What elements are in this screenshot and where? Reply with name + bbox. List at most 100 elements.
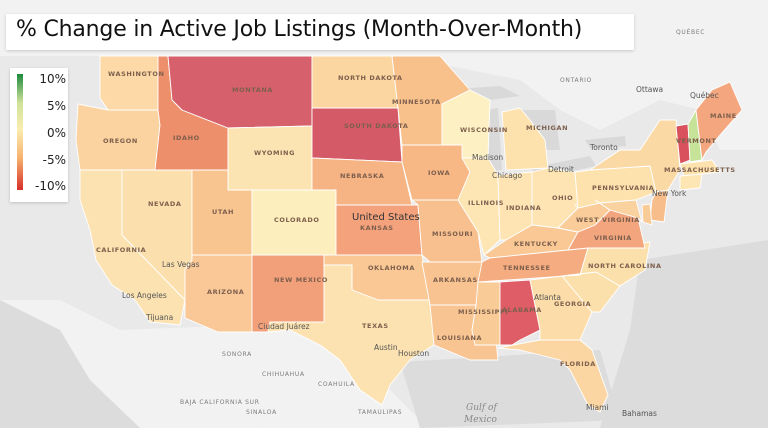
label-city: Tijuana <box>145 313 173 322</box>
water-labels: Gulf of Mexico <box>463 403 498 425</box>
label-new-mexico: NEW MEXICO <box>274 276 328 284</box>
lake-ontario <box>585 136 626 148</box>
gulf-water <box>400 350 620 428</box>
label-oklahoma: OKLAHOMA <box>368 264 415 272</box>
label-louisiana: LOUISIANA <box>437 334 482 342</box>
label-city: Houston <box>398 349 429 358</box>
label-south-dakota: SOUTH DAKOTA <box>344 122 408 130</box>
label-city: New York <box>652 189 687 198</box>
label-maine: MAINE <box>710 112 737 120</box>
state-maine[interactable] <box>695 81 743 161</box>
label-country: United States <box>352 212 420 223</box>
label-tennessee: TENNESSEE <box>503 264 551 272</box>
label-kansas: KANSAS <box>360 224 394 232</box>
label-california: CALIFORNIA <box>96 246 146 254</box>
label-kentucky: KENTUCKY <box>514 240 558 248</box>
state-connecticut[interactable] <box>679 173 703 191</box>
color-legend: 10% 5% 0% -5% -10% <box>10 68 68 202</box>
state-south-dakota[interactable] <box>311 107 403 163</box>
label-nebraska: NEBRASKA <box>340 172 384 180</box>
label-wisconsin: WISCONSIN <box>460 126 508 134</box>
label-minnesota: MINNESOTA <box>392 98 441 106</box>
label-north-dakota: NORTH DAKOTA <box>338 74 403 82</box>
label-city: Toronto <box>589 143 618 152</box>
label-wyoming: WYOMING <box>254 149 295 157</box>
label-illinois: ILLINOIS <box>468 199 504 207</box>
label-city: Los Angeles <box>122 291 167 300</box>
label-region: TAMAULIPAS <box>357 409 402 416</box>
label-city: Madison <box>472 153 503 162</box>
label-city: Miami <box>586 403 609 412</box>
label-colorado: COLORADO <box>274 216 320 224</box>
label-ohio: OHIO <box>552 194 573 202</box>
label-massachusetts: MASSACHUSETTS <box>664 166 736 174</box>
state-michigan[interactable] <box>501 107 549 171</box>
label-pennsylvania: PENNSYLVANIA <box>592 184 654 192</box>
label-michigan: MICHIGAN <box>526 124 568 132</box>
page-title: % Change in Active Job Listings (Month-O… <box>16 17 583 42</box>
label-mississippi: MISSISSIPPI <box>458 308 508 316</box>
state-new-mexico[interactable] <box>251 254 325 333</box>
label-texas: TEXAS <box>362 322 389 330</box>
state-labels: WASHINGTON OREGON CALIFORNIA NEVADA IDAH… <box>96 70 737 368</box>
label-montana: MONTANA <box>232 86 273 94</box>
label-city: Atlanta <box>534 293 561 302</box>
state-florida[interactable] <box>497 339 609 413</box>
state-massachusetts[interactable] <box>679 159 721 177</box>
label-alabama: ALABAMA <box>502 306 542 314</box>
label-city: Chicago <box>492 171 523 180</box>
legend-gradient-bar <box>17 74 23 190</box>
legend-label: 10% <box>39 72 66 86</box>
label-missouri: MISSOURI <box>432 230 473 238</box>
label-region: QUÉBEC <box>676 28 705 36</box>
legend-label: -10% <box>34 179 66 193</box>
mexico-land <box>170 322 430 428</box>
pacific-water <box>0 300 140 428</box>
label-oregon: OREGON <box>103 137 138 145</box>
label-utah: UTAH <box>212 208 234 216</box>
city-labels: Los Angeles Las Vegas Tijuana Ciudad Juá… <box>122 85 719 418</box>
label-city: Ottawa <box>636 85 663 94</box>
label-vermont: VERMONT <box>676 137 717 145</box>
label-city: Las Vegas <box>162 260 200 269</box>
label-arizona: ARIZONA <box>207 288 244 296</box>
label-west-virginia: WEST VIRGINIA <box>576 216 640 224</box>
legend-label: 0% <box>46 126 66 140</box>
title-panel: % Change in Active Job Listings (Month-O… <box>6 14 634 50</box>
state-washington[interactable] <box>99 55 161 111</box>
label-city: Detroit <box>548 165 574 174</box>
states-layer <box>75 55 743 413</box>
label-arkansas: ARKANSAS <box>433 276 478 284</box>
label-region: BAJA CALIFORNIA SUR <box>180 399 260 406</box>
state-north-dakota[interactable] <box>311 55 399 109</box>
label-washington: WASHINGTON <box>108 70 165 78</box>
label-virginia: VIRGINIA <box>594 234 632 242</box>
label-region: SONORA <box>222 351 252 358</box>
label-water: Gulf of <box>466 403 498 413</box>
region-labels: QUÉBEC ONTARIO SONORA CHIHUAHUA COAHUILA… <box>180 28 705 416</box>
label-region: ONTARIO <box>560 77 592 84</box>
label-indiana: INDIANA <box>506 204 541 212</box>
state-maryland[interactable] <box>594 199 643 223</box>
label-water: Mexico <box>463 415 498 425</box>
state-texas[interactable] <box>267 264 435 406</box>
state-wyoming[interactable] <box>227 125 313 191</box>
label-region: CHIHUAHUA <box>262 371 305 378</box>
label-city: Bahamas <box>622 409 657 418</box>
label-city: Austin <box>374 343 398 352</box>
label-nevada: NEVADA <box>148 200 182 208</box>
label-florida: FLORIDA <box>560 360 596 368</box>
label-iowa: IOWA <box>428 169 450 177</box>
label-region: SINALOA <box>246 409 277 416</box>
label-city: Ciudad Juárez <box>258 322 310 331</box>
state-new-jersey[interactable] <box>649 189 669 223</box>
legend-label: -5% <box>42 153 66 167</box>
atlantic-water <box>600 240 768 428</box>
label-region: COAHUILA <box>318 381 355 388</box>
label-city: Québec <box>690 91 719 100</box>
label-north-carolina: NORTH CAROLINA <box>588 262 662 270</box>
label-idaho: IDAHO <box>173 134 200 142</box>
state-delaware[interactable] <box>641 203 653 226</box>
